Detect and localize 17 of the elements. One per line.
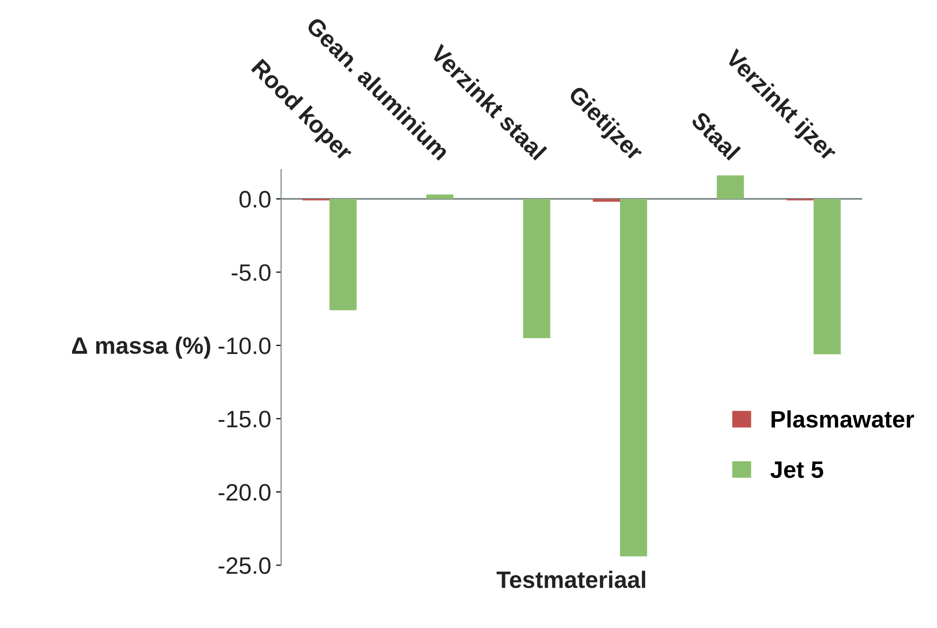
legend-label: Plasmawater [772, 410, 914, 428]
y-tick-label: -20.0 [218, 484, 270, 501]
bar [716, 175, 744, 199]
bar [330, 198, 357, 310]
y-tick-label: -25.0 [218, 557, 270, 574]
bar [523, 198, 550, 338]
bar [620, 198, 648, 556]
bar [426, 194, 454, 199]
y-tick-label: -10.0 [218, 337, 270, 354]
y-tick-label: -15.0 [218, 410, 270, 428]
legend-label: Jet 5 [770, 462, 824, 478]
y-axis-title: Δ massa (%) [72, 336, 210, 359]
bar [814, 198, 841, 354]
y-tick-label: 0.0 [239, 190, 270, 208]
x-axis-title: Testmateriaal [496, 570, 646, 588]
y-tick-label: -5.0 [232, 264, 270, 281]
bar [592, 198, 620, 202]
